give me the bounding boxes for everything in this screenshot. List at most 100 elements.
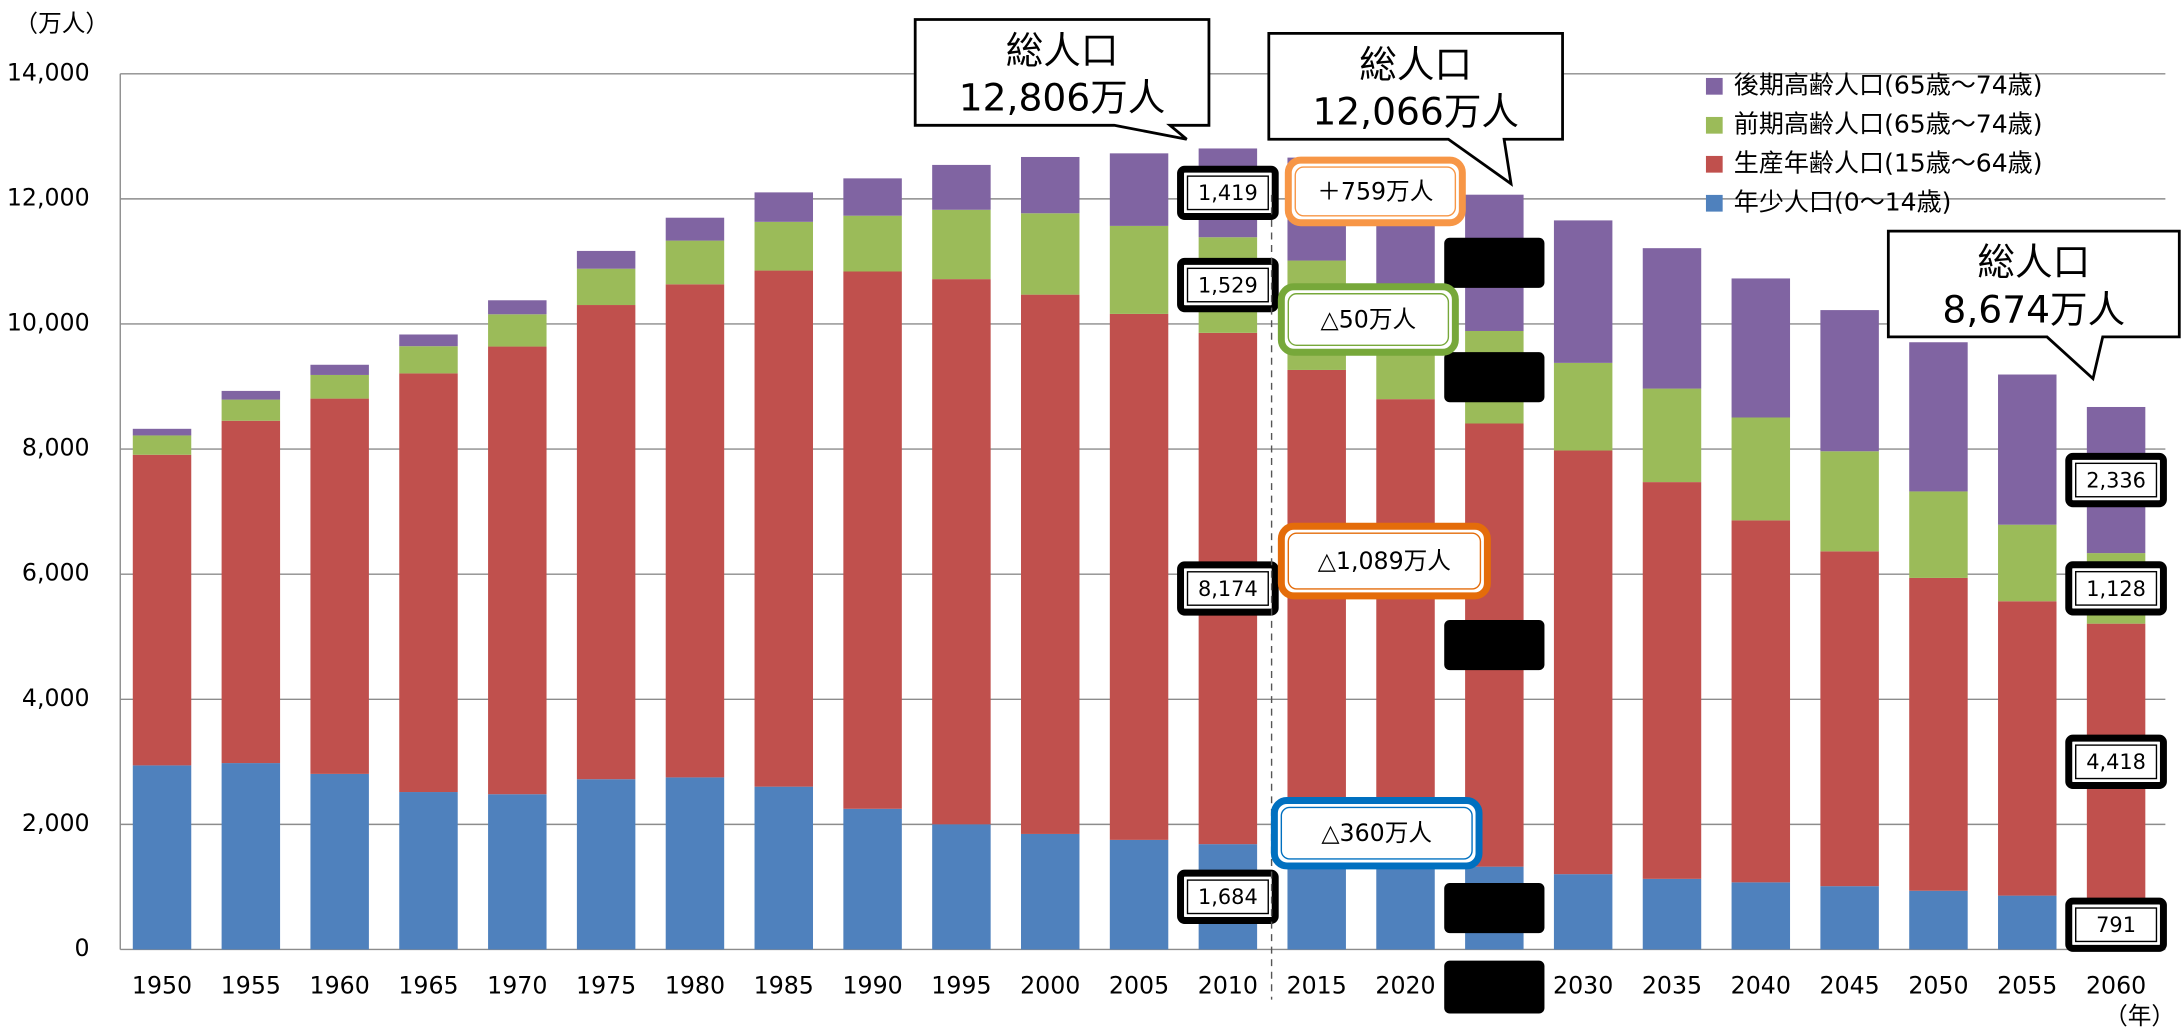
bar-segment <box>754 270 814 787</box>
bar-segment <box>1998 601 2057 896</box>
bar-segment <box>1820 886 1879 950</box>
bar-segment <box>1020 294 1080 834</box>
y-tick-label: 12,000 <box>7 183 90 211</box>
bar-segment <box>932 209 991 280</box>
bar-segment <box>132 435 192 455</box>
y-tick-label: 10,000 <box>7 308 90 336</box>
value-label: 8,174 <box>1198 577 1258 601</box>
bar-segment <box>1731 278 1791 418</box>
bar-segment <box>399 346 458 374</box>
bar-segment <box>1642 878 1702 950</box>
change-box <box>1277 283 1459 356</box>
bar-segment <box>754 786 814 950</box>
callout-text: 総人口 <box>1359 42 1472 86</box>
value-label: 1,419 <box>1198 181 1258 205</box>
bar-segment <box>310 374 369 399</box>
bar-segment <box>576 268 636 306</box>
bar-segment <box>221 420 281 764</box>
change-text: △1,089万人 <box>1318 547 1451 575</box>
value-label: 4,418 <box>2086 750 2146 774</box>
bar-segment <box>1642 248 1702 389</box>
legend-swatch <box>1705 116 1723 134</box>
value-label-box <box>2065 452 2167 508</box>
bar-segment <box>1998 895 2057 950</box>
bar-segment <box>1109 153 1169 226</box>
bar-segment <box>932 824 991 950</box>
bar-segment <box>1109 313 1169 840</box>
value-label-box <box>1177 869 1279 924</box>
bar-segment <box>576 250 636 269</box>
x-tick-label: 1995 <box>931 972 991 1000</box>
x-tick-label: 1960 <box>310 972 370 1000</box>
x-tick-highlight <box>1444 960 1545 1014</box>
bar-segment <box>132 454 192 766</box>
bar-segment <box>1909 890 1968 950</box>
change-inner <box>1287 293 1450 346</box>
bar-segment <box>1287 369 1346 851</box>
value-label: 1,324 <box>1461 896 1527 920</box>
bar-segment <box>843 178 902 216</box>
value-label: 1,529 <box>1198 273 1258 297</box>
bar-segment <box>1731 882 1791 950</box>
change-inner <box>1280 806 1473 860</box>
bar-segment <box>399 334 458 347</box>
bar-segment <box>488 314 547 347</box>
value-label-inner <box>1186 175 1269 211</box>
value-label: 1,128 <box>2086 577 2146 601</box>
value-label: 791 <box>2096 913 2136 937</box>
value-label-inner <box>1186 571 1269 606</box>
bar-segment <box>932 279 991 825</box>
bar-segment <box>843 215 902 272</box>
callout-text: 8,674万人 <box>1942 287 2125 331</box>
x-tick-label: 1990 <box>842 972 902 1000</box>
bar-segment <box>1642 388 1702 483</box>
bar-segment <box>932 164 991 210</box>
bar-segment <box>1642 482 1702 879</box>
bar-segment <box>843 808 902 950</box>
bar-segment <box>665 217 725 241</box>
value-label-box <box>1444 237 1545 288</box>
legend-swatch <box>1705 77 1723 95</box>
x-tick-label: 2045 <box>1820 972 1880 1000</box>
value-label-box <box>1444 883 1545 934</box>
bar-segment <box>221 763 281 950</box>
x-tick-label: 2035 <box>1642 972 1702 1000</box>
x-tick-label: 1980 <box>665 972 725 1000</box>
legend-label: 年少人口(0～14歳) <box>1734 187 1952 216</box>
callout-box <box>1886 229 2181 382</box>
legend-label: 前期高齢人口(65歳～74歳) <box>1734 109 2043 138</box>
bar-segment <box>488 346 547 795</box>
y-tick-label: 14,000 <box>7 58 90 86</box>
bar-segment <box>1909 342 1968 492</box>
bar-segment <box>754 192 814 222</box>
callout-box <box>1267 32 1564 187</box>
value-label-box <box>2065 734 2167 789</box>
y-tick-label: 6,000 <box>22 559 90 587</box>
bar-segment <box>1909 491 1968 578</box>
x-tick-label: 2055 <box>1997 972 2057 1000</box>
bar-segment <box>1909 577 1968 891</box>
bar-segment <box>665 777 725 950</box>
value-label-box <box>2065 561 2167 616</box>
change-inner <box>1294 166 1457 217</box>
bar-segment <box>221 399 281 421</box>
change-box <box>1270 797 1483 870</box>
bar-segment <box>1376 399 1435 859</box>
value-label-inner <box>2075 907 2158 943</box>
value-label-box <box>1177 165 1279 220</box>
callout-text: 12,066万人 <box>1312 90 1519 134</box>
bar-segment <box>488 300 547 315</box>
change-text: ＋759万人 <box>1317 177 1433 205</box>
x-unit: （年） <box>2104 1002 2175 1030</box>
x-tick-label: 2025 <box>1461 972 1527 1000</box>
legend-label: 後期高齢人口(65歳～74歳) <box>1734 70 2043 99</box>
bar-segment <box>1553 220 1613 363</box>
value-label-inner <box>2075 462 2158 498</box>
bar-segment <box>665 284 725 778</box>
y-tick-label: 0 <box>75 934 90 962</box>
callout-box <box>913 18 1211 141</box>
value-label-box <box>1444 352 1545 403</box>
x-tick-label: 1950 <box>132 972 192 1000</box>
bar-segment <box>310 773 369 950</box>
callout-text: 12,806万人 <box>959 76 1166 120</box>
